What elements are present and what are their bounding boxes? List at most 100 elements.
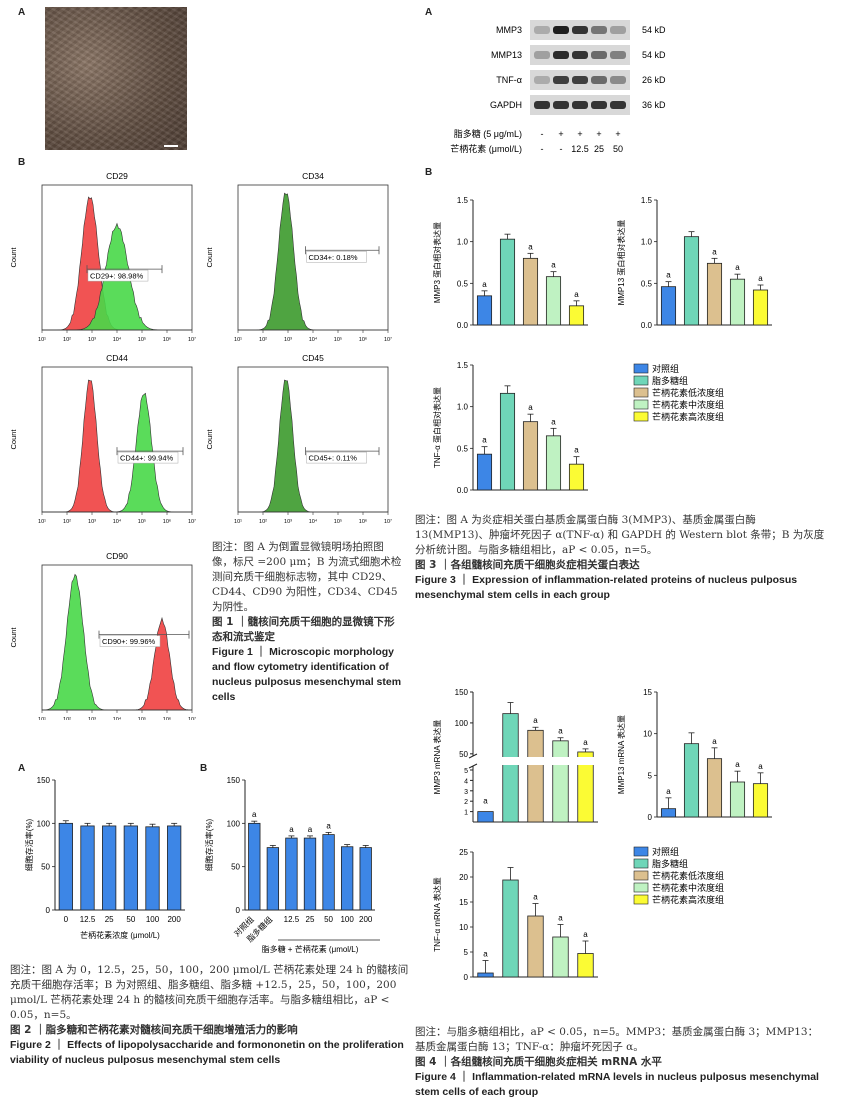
x-tick-label: 10¹ bbox=[38, 519, 46, 525]
significance-label: a bbox=[758, 274, 763, 283]
x-tick-label: 10⁷ bbox=[188, 336, 196, 343]
bar bbox=[476, 453, 493, 491]
significance-label: a bbox=[583, 930, 588, 939]
bar bbox=[167, 825, 182, 911]
gate-label-box bbox=[117, 451, 179, 464]
axis-break-mark bbox=[468, 763, 478, 769]
x-tick-label: 10⁵ bbox=[138, 518, 146, 525]
legend-swatch bbox=[633, 858, 649, 869]
bar-break-gap bbox=[525, 757, 546, 765]
flow-plot-cd44: CD44 Count 10¹ 10² 10³ 10⁴ 10⁵ 10⁶ 10⁷ CD44+: 99.… bbox=[9, 353, 196, 525]
x-tick-label: 200 bbox=[359, 915, 373, 924]
fmn-sign: 25 bbox=[594, 144, 604, 154]
blot-band bbox=[553, 51, 569, 59]
y-tick-label: 0 bbox=[464, 973, 469, 982]
flow-cytometry-plots: CD29 Count 10¹ 10² 10³ 10⁴ 10⁵ 10⁶ 10⁷ CD29+: 98.… bbox=[9, 171, 392, 720]
bar bbox=[266, 847, 280, 911]
y-tick-label: 100 bbox=[37, 819, 51, 828]
x-tick-label: 10⁷ bbox=[188, 716, 196, 720]
gate-label: CD34+: 0.18% bbox=[309, 253, 358, 262]
fmn-sign: - bbox=[560, 144, 563, 154]
bar bbox=[527, 915, 544, 978]
y-tick-label: 10 bbox=[459, 923, 468, 932]
y-tick-label: 1.0 bbox=[457, 238, 469, 247]
fig2-caption-note: 图注：图 A 为 0，12.5，25，50，100，200 μmol/L 芒柄花… bbox=[10, 964, 409, 1021]
x-tick-label: 10³ bbox=[88, 337, 96, 343]
y-tick-label: 150 bbox=[227, 776, 241, 785]
significance-label: a bbox=[308, 825, 313, 834]
bar bbox=[729, 781, 746, 818]
flow-plot-title: CD29 bbox=[106, 171, 128, 181]
y-axis-label: 细胞存活率(%) bbox=[204, 818, 214, 871]
x-tick-label: 25 bbox=[105, 915, 114, 924]
y-tick-label: 5 bbox=[464, 948, 469, 957]
y-tick-label: 0 bbox=[46, 906, 51, 915]
significance-label: a bbox=[574, 446, 579, 455]
x-tick-label: 200 bbox=[167, 915, 181, 924]
significance-label: a bbox=[533, 893, 538, 902]
x-tick-label: 10³ bbox=[284, 519, 292, 525]
bar bbox=[476, 295, 493, 326]
y-tick-label: 20 bbox=[459, 873, 468, 882]
x-tick-label: 10³ bbox=[88, 717, 96, 720]
x-tick-label: 10³ bbox=[88, 519, 96, 525]
blot-band bbox=[534, 26, 550, 34]
blot-label: MMP13 bbox=[491, 50, 522, 60]
bar bbox=[58, 822, 73, 911]
significance-label: a bbox=[252, 810, 257, 819]
flow-plot-title: CD45 bbox=[302, 353, 324, 363]
gate-label-box bbox=[99, 635, 161, 647]
blot-band bbox=[534, 101, 550, 109]
blot-band bbox=[572, 76, 588, 84]
y-axis-label: MMP3 蛋白相对表达量 bbox=[432, 222, 442, 303]
bar bbox=[568, 463, 585, 491]
x-tick-label: 10⁶ bbox=[359, 518, 367, 525]
bar bbox=[545, 276, 562, 326]
x-tick-label: 10¹ bbox=[234, 519, 242, 525]
blot-band bbox=[553, 26, 569, 34]
significance-label: a bbox=[712, 737, 717, 746]
bar bbox=[499, 392, 516, 491]
blot-band bbox=[572, 51, 588, 59]
lps-sign: + bbox=[596, 129, 601, 139]
lps-sign: + bbox=[558, 129, 563, 139]
fig2a-chart: 0 50 100 150 细胞存活率(%) 0 12.5 25 50 100 200 芒柄花素浓度 (… bbox=[24, 776, 185, 940]
x-tick-label: 10⁷ bbox=[188, 518, 196, 525]
fmn-sign: - bbox=[541, 144, 544, 154]
flow-y-label: Count bbox=[205, 247, 214, 268]
fig3-caption: 图注：图 A 为炎症相关蛋白基质金属蛋白酶 3(MMP3)、基质金属蛋白酶 13… bbox=[415, 513, 825, 603]
blot-band bbox=[591, 51, 607, 59]
y-tick-label: 0 bbox=[648, 813, 653, 822]
x-tick-label: 10⁶ bbox=[163, 518, 171, 525]
legend-swatch bbox=[633, 846, 649, 857]
significance-label: a bbox=[289, 825, 294, 834]
legend-label: 芒柄花素中浓度组 bbox=[652, 399, 724, 410]
western-blot: MMP3 54 kD MMP13 54 kD TNF-α 26 kD GAPDH 36 kD 脂… bbox=[450, 20, 666, 154]
significance-label: a bbox=[666, 271, 671, 280]
y-tick-label: 0 bbox=[236, 906, 241, 915]
fig4-mmp3-chart: 50 100 150 1 2 3 4 5 MMP3 mRNA 表达量 a a a a bbox=[432, 688, 598, 823]
y-axis-label: TNF-α mRNA 表达量 bbox=[432, 877, 442, 951]
bar bbox=[552, 740, 569, 823]
x-tick-label: 10⁵ bbox=[138, 716, 146, 720]
x-tick-label: 10¹ bbox=[38, 337, 46, 343]
fig3-mmp3-chart: 0.0 0.5 1.0 1.5 MMP3 蛋白相对表达量 a a a a bbox=[432, 196, 588, 330]
y-tick-label: 0.0 bbox=[641, 321, 653, 330]
significance-label: a bbox=[528, 242, 533, 251]
fig3-caption-cn: 图 3 ｜各组髓核间充质干细胞炎症相关蛋白表达 bbox=[415, 559, 640, 571]
x-tick-label: 10² bbox=[63, 519, 71, 525]
y-tick-label: 5 bbox=[464, 768, 468, 775]
legend-swatch bbox=[633, 375, 649, 386]
blot-band bbox=[572, 26, 588, 34]
y-tick-label: 100 bbox=[227, 819, 241, 828]
flow-y-label: Count bbox=[9, 429, 18, 450]
significance-label: a bbox=[735, 760, 740, 769]
y-tick-label: 0.0 bbox=[457, 321, 469, 330]
lps-sign: + bbox=[577, 129, 582, 139]
y-tick-label: 150 bbox=[455, 688, 469, 697]
y-tick-label: 25 bbox=[459, 848, 468, 857]
fig2-panel-b-label: B bbox=[200, 763, 208, 774]
flow-y-label: Count bbox=[205, 429, 214, 450]
x-axis-label: 芒柄花素浓度 (μmol/L) bbox=[80, 930, 160, 940]
significance-label: a bbox=[551, 261, 556, 270]
